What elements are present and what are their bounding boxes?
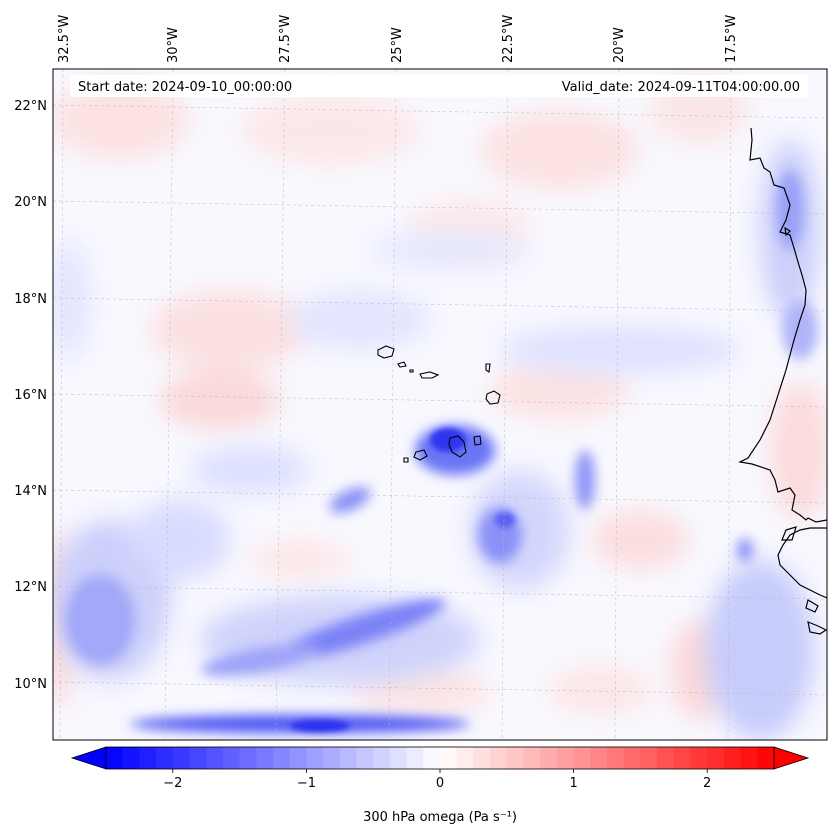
colorbar-cell (456, 747, 474, 769)
lon-label: 22.5°W (501, 15, 516, 63)
start-date-label: Start date: 2024-09-10_00:00:00 (78, 80, 292, 95)
colorbar-tick-label: 2 (703, 776, 711, 791)
colorbar-low-extension (70, 746, 107, 770)
colorbar-tick-label: 0 (436, 776, 444, 791)
lat-label: 12°N (14, 580, 47, 595)
colorbar-cell (239, 747, 257, 769)
colorbar-cell (440, 747, 458, 769)
colorbar-cells (106, 747, 775, 769)
lat-label: 10°N (14, 677, 47, 692)
colorbar-cell (590, 747, 608, 769)
colorbar-cell (273, 747, 291, 769)
colorbar-cell (356, 747, 374, 769)
colorbar-cell (256, 747, 274, 769)
omega-field (53, 69, 827, 740)
lon-label: 25°W (390, 27, 405, 63)
colorbar-ticks: −2 −1 0 1 2 (163, 769, 711, 791)
colorbar-cell (306, 747, 324, 769)
colorbar-cell (757, 747, 775, 769)
lon-label: 32.5°W (57, 15, 72, 63)
lat-label: 20°N (14, 195, 47, 210)
latitude-labels: 22°N 20°N 18°N 16°N 14°N 12°N 10°N (14, 99, 47, 692)
colorbar-cell (523, 747, 541, 769)
cape-verde-islands (377, 345, 501, 463)
colorbar-cell (690, 747, 708, 769)
lat-label: 16°N (14, 388, 47, 403)
lon-label: 27.5°W (278, 15, 293, 63)
colorbar-cell (222, 747, 241, 769)
colorbar-cell (490, 747, 508, 769)
colorbar-tick-label: −2 (163, 776, 182, 791)
colorbar-cell (206, 747, 224, 769)
colorbar-cell (740, 747, 758, 769)
valid-date-label: Valid_date: 2024-09-11T04:00:00.00 (562, 80, 800, 95)
colorbar-cell (657, 747, 675, 769)
colorbar-cell (573, 747, 591, 769)
colorbar: −2 −1 0 1 2 300 hPa omega (Pa s⁻¹) (70, 746, 810, 825)
colorbar-cell (556, 747, 575, 769)
colorbar-cell (139, 747, 157, 769)
date-label-box (70, 75, 808, 97)
colorbar-cell (723, 747, 742, 769)
colorbar-cell (122, 747, 140, 769)
colorbar-cell (607, 747, 625, 769)
colorbar-cell (106, 747, 124, 769)
colorbar-cell (389, 747, 408, 769)
colorbar-cell (423, 747, 441, 769)
lat-label: 14°N (14, 484, 47, 499)
lat-label: 18°N (14, 292, 47, 307)
colorbar-cell (473, 747, 491, 769)
colorbar-cell (339, 747, 358, 769)
longitude-labels: 32.5°W 30°W 27.5°W 25°W 22.5°W 20°W 17.5… (57, 15, 739, 63)
colorbar-cell (623, 747, 641, 769)
colorbar-high-extension (773, 746, 810, 770)
lon-label: 20°W (612, 27, 627, 63)
map-panel[interactable]: Start date: 2024-09-10_00:00:00 Valid_da… (46, 68, 830, 741)
colorbar-cell (406, 747, 424, 769)
colorbar-cell (289, 747, 307, 769)
colorbar-cell (707, 747, 725, 769)
colorbar-tick-label: −1 (297, 776, 316, 791)
colorbar-cell (673, 747, 692, 769)
colorbar-cell (540, 747, 558, 769)
colorbar-cell (189, 747, 207, 769)
colorbar-cell (373, 747, 391, 769)
lon-label: 30°W (166, 27, 181, 63)
colorbar-cell (506, 747, 525, 769)
coastline (738, 127, 827, 635)
colorbar-label: 300 hPa omega (Pa s⁻¹) (363, 810, 517, 825)
lat-label: 22°N (14, 99, 47, 114)
colorbar-cell (156, 747, 174, 769)
colorbar-cell (640, 747, 658, 769)
colorbar-cell (172, 747, 191, 769)
colorbar-cell (323, 747, 341, 769)
lon-label: 17.5°W (724, 15, 739, 63)
colorbar-tick-label: 1 (569, 776, 577, 791)
graticule (53, 69, 827, 740)
map-frame (52, 68, 828, 741)
